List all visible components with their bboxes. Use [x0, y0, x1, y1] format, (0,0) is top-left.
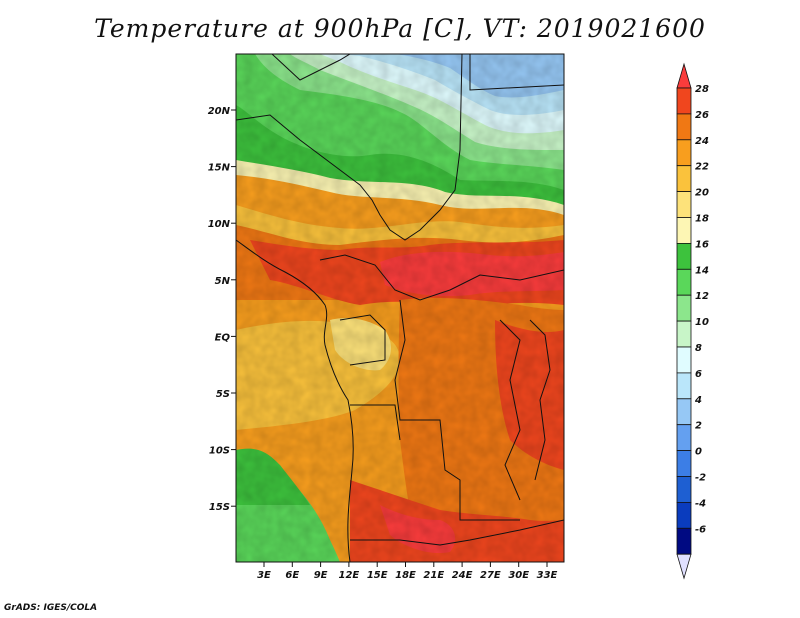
- grads-credit: GrADS: IGES/COLA: [4, 603, 98, 613]
- lat-tick-label: 15N: [208, 163, 231, 174]
- lat-tick-label: 5N: [215, 276, 231, 287]
- colorbar-swatch: [676, 450, 692, 477]
- colorbar-swatch: [676, 424, 692, 452]
- colorbar-swatch: [676, 217, 692, 244]
- colorbar-swatch: [676, 87, 692, 115]
- colorbar-level-label: -6: [695, 524, 706, 535]
- lat-tick-label: 20N: [208, 106, 231, 117]
- colorbar-level-label: -4: [695, 498, 706, 509]
- colorbar-level-label: 2: [695, 421, 702, 432]
- colorbar-swatch: [676, 191, 692, 218]
- lon-tick-label: 27E: [480, 570, 501, 581]
- lat-tick-label: 10N: [208, 219, 231, 230]
- colorbar-cap-bottom: [676, 553, 692, 580]
- longitude-axis: 3E 6E 9E 12E 15E 18E 21E 24E 27E 30E 33E: [257, 562, 558, 581]
- colorbar-swatch: [676, 294, 692, 322]
- colorbar-cap-top: [676, 62, 692, 89]
- colorbar-swatch: [676, 501, 692, 529]
- lon-tick-label: 15E: [367, 570, 388, 581]
- colorbar-level-label: 8: [695, 343, 702, 354]
- colorbar-level-label: 0: [695, 447, 702, 458]
- lon-tick-label: 3E: [257, 570, 271, 581]
- lon-tick-label: 12E: [339, 570, 360, 581]
- colorbar-swatch: [676, 476, 692, 503]
- colorbar-swatch: [676, 242, 692, 270]
- map-title: Temperature at 900hPa [C], VT: 201902160…: [94, 14, 706, 43]
- colorbar-swatch: [676, 372, 692, 400]
- temperature-field: [236, 54, 564, 562]
- lat-tick-label: 10S: [209, 446, 230, 457]
- colorbar-swatch: [676, 139, 692, 167]
- colorbar-level-label: 10: [695, 317, 709, 328]
- colorbar-level-label: 6: [695, 369, 702, 380]
- colorbar-swatch: [676, 527, 692, 555]
- lat-tick-label: 5S: [216, 389, 230, 400]
- lon-tick-label: 24E: [452, 570, 473, 581]
- lon-tick-label: 18E: [395, 570, 416, 581]
- colorbar-level-label: 12: [695, 291, 709, 302]
- colorbar-level-label: 28: [695, 84, 709, 95]
- colorbar-swatch: [676, 346, 692, 374]
- colorbar-swatch: [676, 398, 692, 426]
- colorbar-level-label: 16: [695, 239, 709, 250]
- latitude-axis: 20N 15N 10N 5N EQ 5S 10S 15S: [208, 106, 236, 513]
- colorbar-level-label: 26: [695, 110, 709, 121]
- lon-tick-label: 33E: [537, 570, 558, 581]
- map-frame: [235, 53, 565, 563]
- colorbar-level-label: 20: [695, 188, 709, 199]
- lon-tick-label: 6E: [285, 570, 299, 581]
- colorbar-swatch: [676, 320, 692, 348]
- colorbar-level-label: -2: [695, 473, 706, 484]
- colorbar-swatch: [676, 113, 692, 141]
- colorbar-level-label: 18: [695, 214, 709, 225]
- lon-tick-label: 30E: [508, 570, 529, 581]
- lon-tick-label: 9E: [314, 570, 328, 581]
- lon-tick-label: 21E: [423, 570, 444, 581]
- colorbar-level-label: 14: [695, 265, 709, 276]
- lat-tick-label: 15S: [209, 502, 230, 513]
- political-boundaries: [236, 54, 564, 562]
- colorbar-level-label: 22: [695, 162, 709, 173]
- colorbar-level-label: 4: [694, 395, 702, 406]
- colorbar-swatch: [676, 165, 692, 192]
- lat-tick-label: EQ: [215, 332, 231, 343]
- colorbar-swatch: [676, 268, 692, 296]
- colorbar-level-label: 24: [695, 136, 709, 147]
